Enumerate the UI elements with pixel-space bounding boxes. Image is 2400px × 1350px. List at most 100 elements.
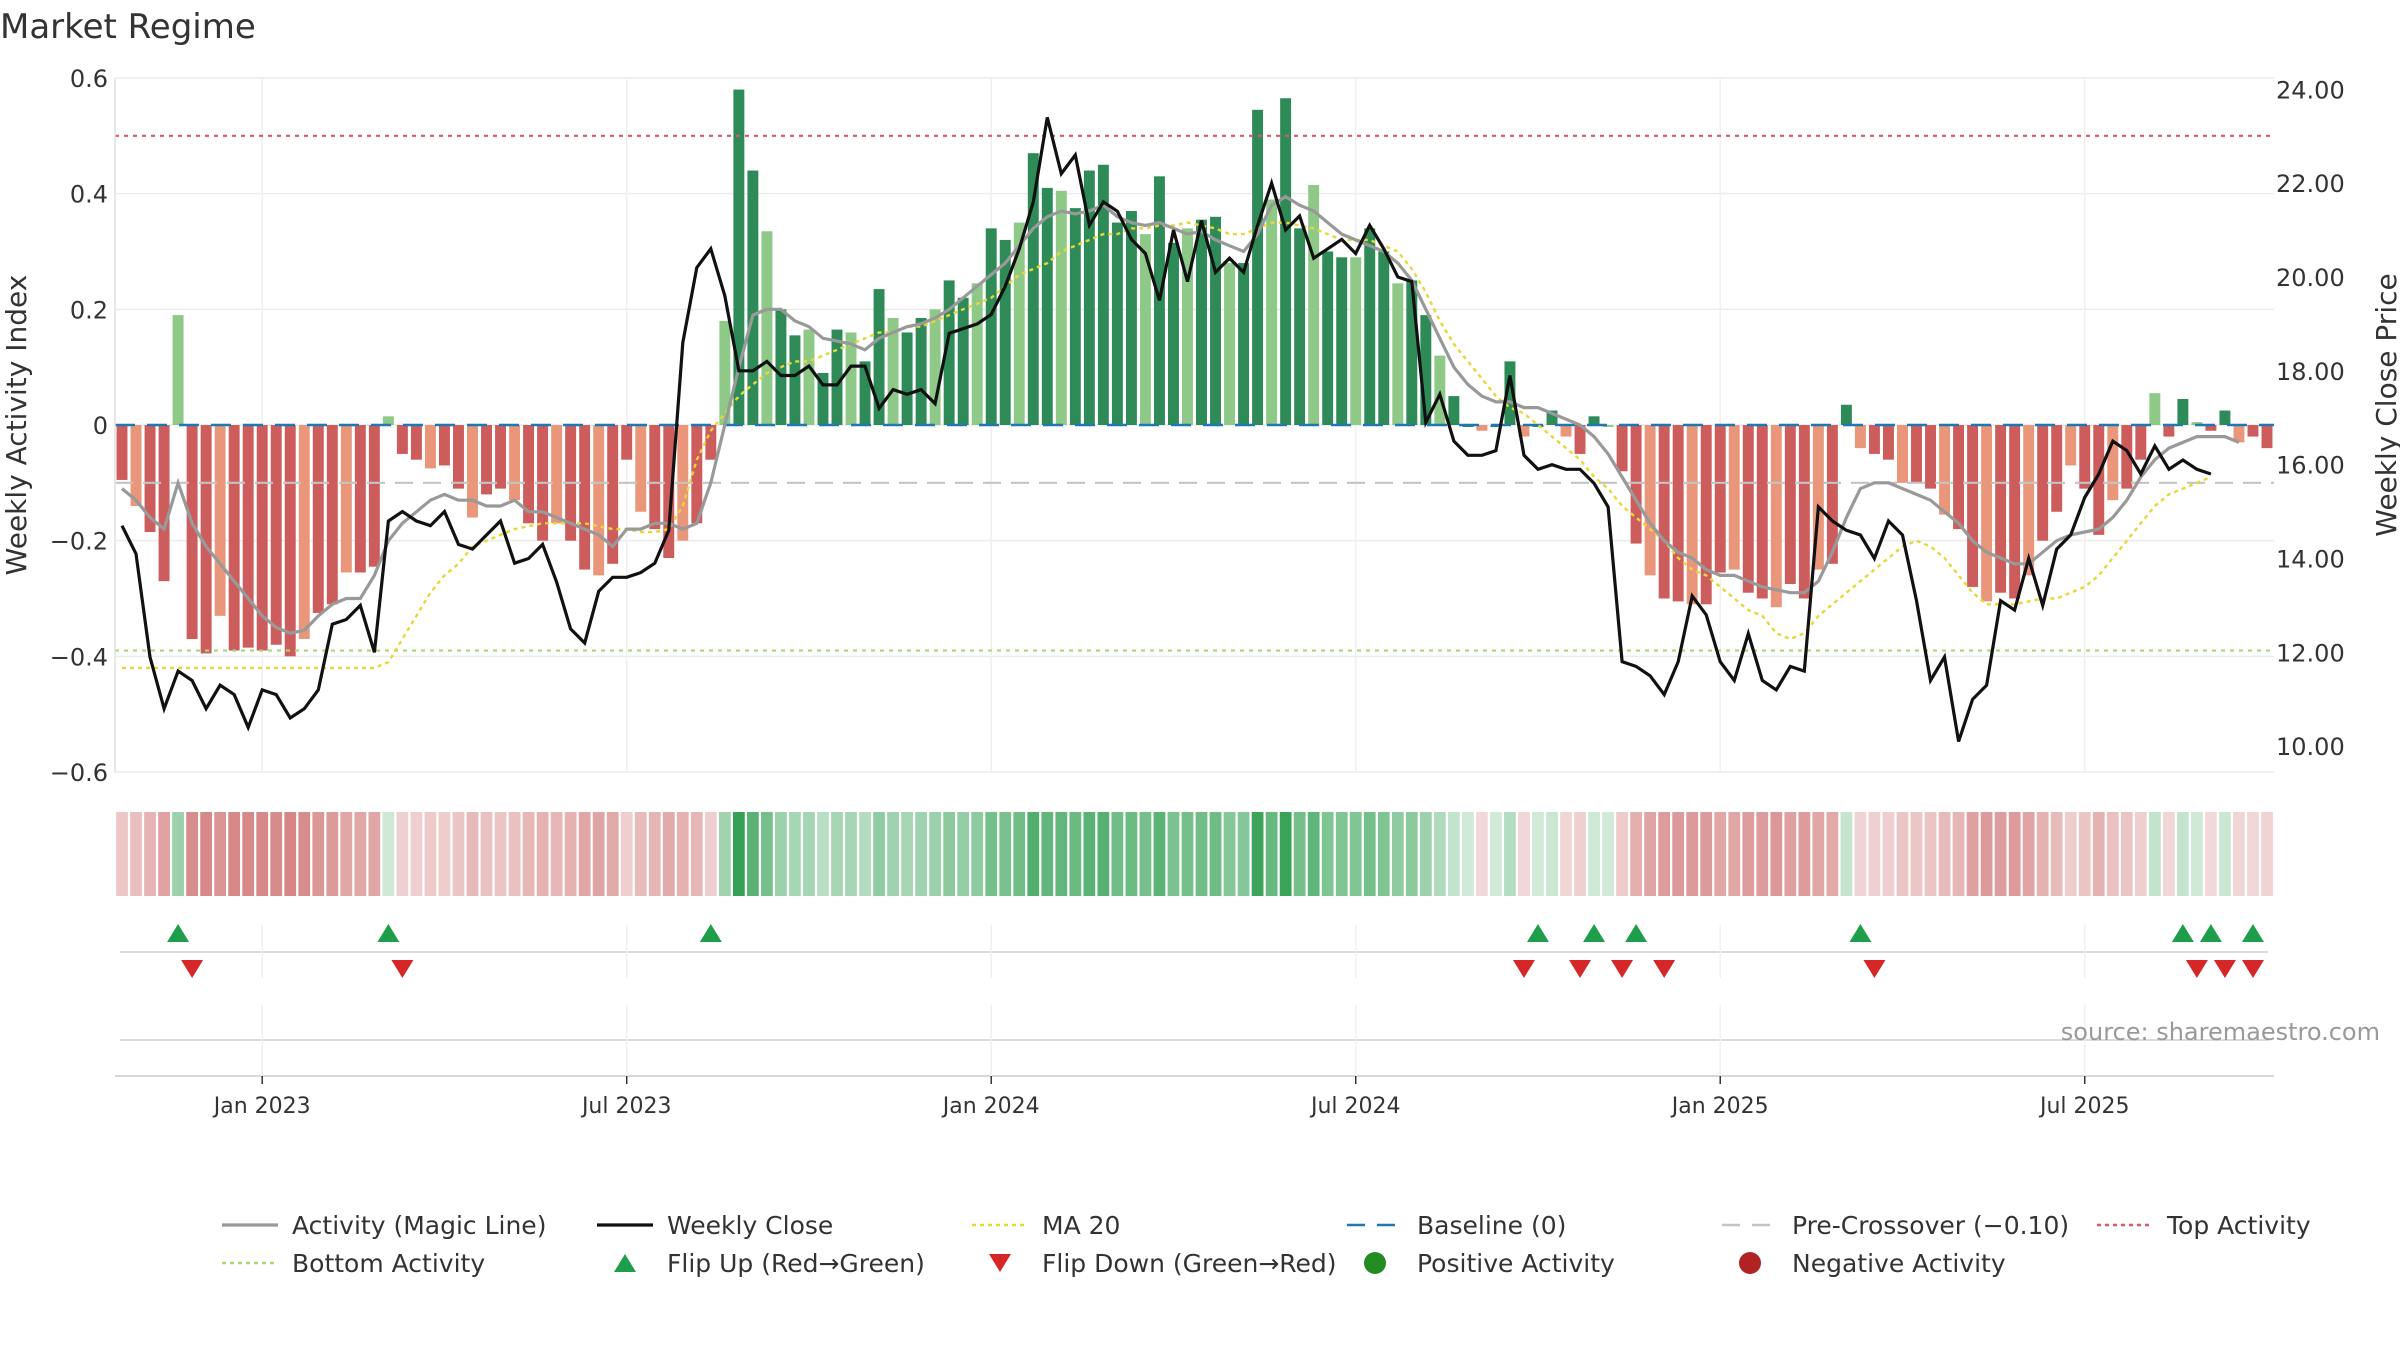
heat-cell xyxy=(116,812,128,896)
heat-cell xyxy=(1644,812,1657,896)
activity-bar xyxy=(1812,425,1824,570)
activity-bar xyxy=(368,425,380,567)
heat-cell xyxy=(1882,812,1895,896)
activity-bar xyxy=(312,425,324,613)
activity-bar xyxy=(859,361,871,425)
heat-cell xyxy=(1237,812,1250,896)
activity-bar xyxy=(1939,425,1951,515)
activity-bar xyxy=(1041,187,1053,425)
heat-cell xyxy=(761,812,773,896)
activity-bar xyxy=(551,425,563,524)
activity-bar xyxy=(705,425,717,460)
activity-bar xyxy=(579,425,591,570)
activity-bar xyxy=(1266,199,1278,425)
heat-cell xyxy=(1798,812,1811,896)
legend-item: Negative Activity xyxy=(1739,1249,2006,1278)
right-tick-label: 18.00 xyxy=(2276,358,2345,386)
heat-cell xyxy=(1181,812,1194,896)
heat-cell xyxy=(1041,812,1054,896)
activity-bar xyxy=(481,425,492,495)
activity-bar xyxy=(1882,425,1894,460)
heat-cell xyxy=(1377,812,1390,896)
legend: Activity (Magic Line) Weekly Close MA 20 Ba… xyxy=(222,1211,2311,1278)
heat-cell xyxy=(1714,812,1727,896)
heat-cell xyxy=(634,812,647,896)
flip-up-marker xyxy=(1583,924,1606,942)
heat-cell xyxy=(1588,812,1600,896)
heat-cell xyxy=(2134,812,2147,896)
right-tick-label: 16.00 xyxy=(2276,452,2345,480)
magic-line xyxy=(120,194,2240,635)
activity-bar xyxy=(943,280,955,425)
heat-cell xyxy=(1672,812,1685,896)
activity-bar xyxy=(915,318,927,425)
activity-bar xyxy=(467,425,478,518)
heat-cell xyxy=(242,812,255,896)
flip-up-marker xyxy=(1526,924,1549,942)
heat-cell xyxy=(2050,812,2063,896)
heat-cell xyxy=(971,812,984,896)
heat-cell xyxy=(1952,812,1965,896)
activity-bar xyxy=(1518,425,1530,437)
heat-cell xyxy=(578,812,591,896)
heat-cell xyxy=(312,812,325,896)
heat-cell xyxy=(1027,812,1040,896)
heat-cell xyxy=(382,812,395,896)
x-tick-label: Jul 2023 xyxy=(580,1094,672,1119)
activity-bar xyxy=(621,425,633,460)
activity-bar xyxy=(1055,190,1067,425)
activity-bar xyxy=(2219,410,2231,425)
activity-bar xyxy=(1784,425,1796,585)
activity-bar xyxy=(130,425,142,506)
legend-item: Bottom Activity xyxy=(222,1249,485,1278)
legend-label: Baseline (0) xyxy=(1417,1211,1566,1240)
activity-bar xyxy=(1280,98,1292,425)
x-tick-label: Jan 2024 xyxy=(941,1094,1040,1119)
heat-cell xyxy=(1097,812,1110,896)
activity-bar xyxy=(2079,425,2091,489)
source-note: source: sharemaestro.com xyxy=(2061,1018,2380,1046)
activity-bar xyxy=(1560,425,1572,437)
legend-item: Baseline (0) xyxy=(1347,1211,1566,1240)
activity-bar xyxy=(719,320,731,425)
activity-bar xyxy=(901,332,913,425)
activity-bar xyxy=(1420,315,1432,425)
flip-up-marker xyxy=(167,924,190,942)
heat-cell xyxy=(564,812,577,896)
heat-cell xyxy=(718,812,731,896)
x-tick-label: Jul 2024 xyxy=(1309,1094,1401,1119)
heat-cell xyxy=(732,812,745,896)
activity-bar xyxy=(1546,410,1558,425)
heat-cell xyxy=(1658,812,1671,896)
flip-up-marker xyxy=(1625,924,1648,942)
heat-cell xyxy=(1349,812,1362,896)
activity-bar xyxy=(1826,425,1838,564)
activity-bar xyxy=(1995,425,2007,593)
activity-bar xyxy=(1392,283,1404,425)
heat-cell xyxy=(186,812,198,896)
activity-bar xyxy=(1224,263,1236,425)
left-tick-label: 0.6 xyxy=(70,65,108,93)
heat-cell xyxy=(536,812,549,896)
heat-cell xyxy=(2162,812,2175,896)
heat-cell xyxy=(2191,812,2203,896)
heat-cell xyxy=(270,812,283,896)
heat-cell xyxy=(676,812,689,896)
heat-cell xyxy=(1518,812,1530,896)
heat-cell xyxy=(2233,812,2245,896)
heat-cell xyxy=(775,812,787,896)
activity-bar xyxy=(2121,425,2133,489)
heat-cell xyxy=(1770,812,1783,896)
legend-item: Pre-Crossover (−0.10) xyxy=(1722,1211,2069,1240)
heat-cell xyxy=(1476,812,1488,896)
flip-down-marker xyxy=(2185,960,2208,978)
activity-bar xyxy=(2177,398,2189,425)
activity-bar xyxy=(663,425,675,559)
activity-bar xyxy=(256,425,268,651)
heat-cell xyxy=(1574,812,1586,896)
heat-cell xyxy=(1419,812,1432,896)
flip-up-marker xyxy=(2241,924,2264,942)
heat-cell xyxy=(1966,812,1979,896)
activity-bar xyxy=(2009,425,2021,599)
